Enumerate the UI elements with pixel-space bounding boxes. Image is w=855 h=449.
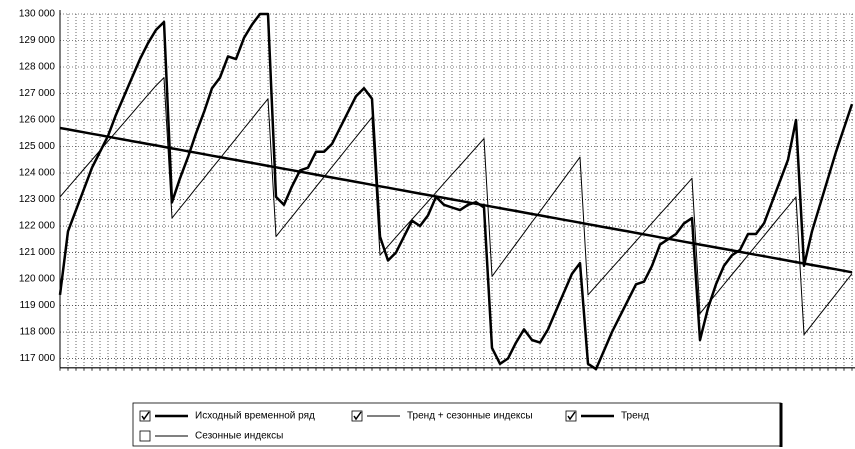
legend-label: Сезонные индексы bbox=[195, 431, 283, 442]
y-tick-label: 128 000 bbox=[19, 62, 56, 73]
legend-checkbox[interactable] bbox=[139, 430, 151, 442]
legend-label: Исходный временной ряд bbox=[195, 411, 315, 422]
y-tick-label: 130 000 bbox=[19, 9, 56, 20]
y-tick-label: 119 000 bbox=[20, 300, 56, 311]
series-line bbox=[59, 126, 853, 274]
legend-checkbox[interactable] bbox=[139, 410, 151, 422]
checkmark bbox=[353, 411, 362, 421]
legend-box bbox=[132, 402, 782, 447]
series-line bbox=[59, 77, 853, 336]
legend-checkbox[interactable] bbox=[351, 410, 363, 422]
y-tick-label: 123 000 bbox=[19, 194, 56, 205]
y-tick-label: 120 000 bbox=[19, 274, 56, 285]
legend-label: Тренд bbox=[621, 411, 649, 422]
y-tick-label: 117 000 bbox=[20, 353, 56, 364]
legend-label: Тренд + сезонные индексы bbox=[407, 411, 533, 422]
y-tick-label: 121 000 bbox=[19, 247, 56, 258]
checkmark bbox=[567, 411, 576, 421]
series-line bbox=[58, 12, 854, 371]
y-tick-label: 126 000 bbox=[19, 115, 56, 126]
legend-checkbox[interactable] bbox=[565, 410, 577, 422]
y-tick-label: 124 000 bbox=[19, 168, 56, 179]
y-tick-label: 129 000 bbox=[19, 35, 56, 46]
y-tick-label: 122 000 bbox=[19, 221, 56, 232]
y-tick-label: 127 000 bbox=[19, 88, 56, 99]
y-tick-label: 118 000 bbox=[20, 327, 56, 338]
y-tick-label: 125 000 bbox=[19, 141, 56, 152]
checkmark bbox=[141, 411, 150, 421]
